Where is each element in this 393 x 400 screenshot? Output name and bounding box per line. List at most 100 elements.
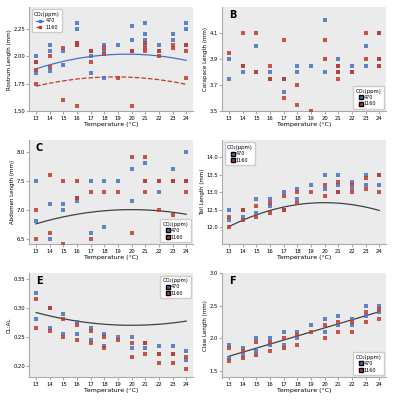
Point (60, 331, 66, 337)
Point (33, 66, 39, 73)
Point (47, 201, 53, 207)
Point (321, 172, 328, 178)
Point (33, 290, 39, 296)
Point (376, 316, 382, 322)
Point (156, 206, 162, 213)
Legend: 470, 1160: 470, 1160 (32, 9, 62, 32)
Point (142, 37, 149, 43)
Point (156, 48, 162, 54)
Point (281, 192, 287, 199)
Point (74, 42, 80, 49)
Legend: 470, 1160: 470, 1160 (353, 352, 384, 375)
Point (169, 212, 176, 219)
Point (335, 329, 342, 335)
Point (335, 182, 342, 188)
Point (376, 62, 382, 69)
Legend: 470, 1160: 470, 1160 (160, 276, 191, 298)
Point (321, 335, 328, 342)
Point (376, 172, 382, 178)
Point (253, 352, 259, 358)
Point (142, 40, 149, 46)
Point (321, 36, 328, 43)
Point (240, 206, 246, 213)
Point (88, 336, 94, 343)
Point (129, 340, 135, 346)
Point (74, 198, 80, 204)
Point (101, 44, 107, 51)
Point (60, 97, 66, 104)
Point (129, 154, 135, 161)
Point (294, 196, 301, 202)
Point (74, 195, 80, 201)
Point (321, 69, 328, 75)
Point (294, 332, 301, 338)
Point (281, 189, 287, 196)
Point (335, 62, 342, 69)
Point (129, 354, 135, 360)
Point (321, 17, 328, 23)
Point (129, 198, 135, 204)
Point (142, 189, 149, 196)
Point (308, 62, 314, 69)
Point (88, 70, 94, 76)
Point (101, 342, 107, 349)
Point (240, 352, 246, 358)
X-axis label: Temperature (°C): Temperature (°C) (277, 388, 331, 393)
Point (294, 82, 301, 88)
Point (88, 48, 94, 54)
Point (376, 306, 382, 312)
Point (169, 166, 176, 172)
Point (294, 69, 301, 75)
Point (240, 62, 246, 69)
Point (308, 322, 314, 328)
Point (349, 178, 355, 185)
Point (281, 76, 287, 82)
Point (240, 213, 246, 220)
Point (226, 358, 232, 364)
Point (294, 329, 301, 335)
Point (169, 351, 176, 358)
Point (47, 42, 53, 49)
Point (281, 335, 287, 342)
Point (156, 42, 162, 49)
Point (88, 230, 94, 236)
Point (33, 325, 39, 331)
Point (267, 200, 273, 206)
Point (129, 37, 135, 43)
Point (335, 69, 342, 75)
Point (183, 148, 189, 155)
Point (33, 206, 39, 213)
Point (294, 335, 301, 342)
Text: D: D (229, 143, 237, 153)
Point (321, 329, 328, 335)
Point (101, 345, 107, 352)
Point (335, 189, 342, 196)
Point (33, 218, 39, 224)
Point (240, 69, 246, 75)
Point (33, 70, 39, 76)
Point (183, 178, 189, 184)
Point (226, 76, 232, 82)
Text: A: A (36, 10, 43, 20)
Point (226, 345, 232, 351)
Point (362, 175, 369, 182)
Point (376, 189, 382, 196)
Point (33, 316, 39, 323)
Point (226, 213, 232, 220)
Point (376, 302, 382, 309)
Point (88, 178, 94, 184)
Point (240, 30, 246, 36)
Point (60, 206, 66, 213)
Point (129, 103, 135, 109)
Point (362, 56, 369, 62)
X-axis label: Temperature (°C): Temperature (°C) (277, 122, 331, 127)
Point (349, 189, 355, 196)
Point (88, 59, 94, 65)
Point (362, 62, 369, 69)
Point (74, 40, 80, 46)
Point (74, 319, 80, 326)
Point (281, 88, 287, 95)
Point (183, 348, 189, 354)
Point (47, 328, 53, 334)
Point (281, 345, 287, 351)
